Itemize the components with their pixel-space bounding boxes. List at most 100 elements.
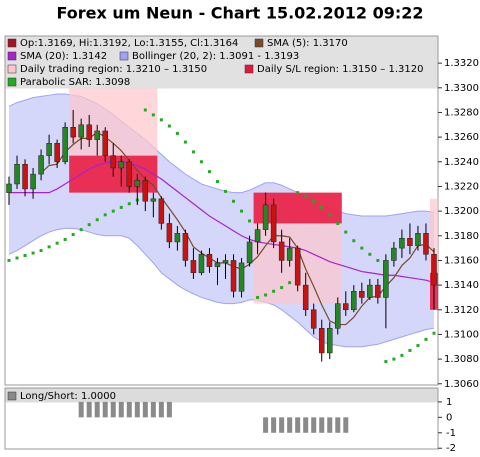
candle-body <box>166 223 173 243</box>
candle-body <box>182 233 189 261</box>
candle-body <box>423 233 429 255</box>
y-tick-label: 1.3080 <box>444 354 479 365</box>
sar-dot <box>368 252 372 256</box>
sar-dot <box>400 353 404 357</box>
legend-label: Daily trading region: 1.3210 – 1.3150 <box>20 64 207 75</box>
sar-dot <box>432 331 436 335</box>
long-short-bar <box>271 417 277 433</box>
long-short-bar <box>279 417 285 433</box>
sar-dot <box>127 202 131 206</box>
legend-swatch <box>119 51 129 61</box>
y-tick-label: 1.3220 <box>444 181 479 192</box>
candle-body <box>94 130 100 140</box>
sar-dot <box>336 221 340 225</box>
sar-dot <box>328 213 332 217</box>
candle-body <box>126 161 133 187</box>
long-short-bar <box>102 401 108 418</box>
long-short-bar <box>343 417 349 433</box>
y-tick-label: 1.3180 <box>444 231 479 242</box>
long-short-bar <box>94 401 100 418</box>
sar-dot <box>47 245 51 249</box>
candle-body <box>54 143 60 163</box>
sar-dot <box>87 223 91 227</box>
sar-dot <box>344 230 348 234</box>
y-tick-label: 1.3160 <box>444 255 479 266</box>
candle-body <box>318 328 325 354</box>
y-tick-label: 1.3300 <box>444 83 479 94</box>
sar-dot <box>183 140 187 144</box>
legend-background <box>5 36 438 89</box>
lower-legend-background <box>5 388 438 403</box>
y-tick-label: 1.3100 <box>444 329 479 340</box>
legend-swatch <box>7 64 17 74</box>
candle-body <box>286 247 293 261</box>
y-tick-label: 1.3120 <box>444 305 479 316</box>
candle-body <box>190 260 197 274</box>
candle-body <box>102 130 108 156</box>
legend-label: SMA (5): 1.3170 <box>267 38 348 49</box>
trading-region <box>429 198 438 273</box>
sar-dot <box>264 293 268 297</box>
y-tick-label: 1.3320 <box>444 58 479 69</box>
plot-content <box>6 87 438 364</box>
legend-label: Long/Short: 1.0000 <box>20 391 116 402</box>
sar-dot <box>191 150 195 154</box>
long-short-bar <box>303 417 309 433</box>
candle-body <box>262 204 269 230</box>
sar-dot <box>63 237 67 241</box>
sar-dot <box>312 199 316 203</box>
candle-body <box>294 247 301 286</box>
candle-body <box>110 155 116 169</box>
long-short-bar <box>327 417 333 433</box>
sar-dot <box>392 357 396 361</box>
sar-dot <box>143 108 147 112</box>
candle-body <box>246 241 253 264</box>
sar-dot <box>416 344 420 348</box>
y-tick-label: 1 <box>446 397 452 408</box>
candle-body <box>383 260 389 298</box>
candle-body <box>351 291 357 311</box>
candle-body <box>407 237 413 246</box>
sar-dot <box>95 218 99 222</box>
y-tick-label: 1.3060 <box>444 379 479 390</box>
sar-dot <box>111 209 115 213</box>
sar-dot <box>159 118 163 122</box>
candle-body <box>198 254 205 274</box>
long-short-bar <box>295 417 301 433</box>
y-tick-label: 1.3240 <box>444 157 479 168</box>
candle-body <box>174 233 181 243</box>
sar-dot <box>103 213 107 217</box>
long-short-bar <box>126 401 132 418</box>
y-tick-label: -1 <box>446 428 456 439</box>
candle-body <box>327 328 333 354</box>
candle-body <box>270 204 277 243</box>
long-short-bar <box>158 401 164 418</box>
sar-dot <box>23 254 27 258</box>
long-short-bar <box>78 401 84 418</box>
long-short-bar <box>134 401 140 418</box>
legend-swatch <box>7 77 17 87</box>
legend-label: Daily S/L region: 1.3150 – 1.3120 <box>257 64 423 75</box>
sar-dot <box>352 239 356 243</box>
legend-swatch <box>7 391 17 401</box>
sar-dot <box>256 295 260 299</box>
sar-dot <box>15 256 19 260</box>
sar-dot <box>360 246 364 250</box>
sar-dot <box>304 194 308 198</box>
candle-body <box>343 303 349 311</box>
legend-swatch <box>254 38 264 48</box>
sar-dot <box>215 180 219 184</box>
sar-dot <box>288 281 292 285</box>
long-short-bar <box>311 417 317 433</box>
y-tick-label: 1.3200 <box>444 206 479 217</box>
candle-body <box>22 164 28 190</box>
candle-body <box>230 260 237 292</box>
sar-dot <box>199 160 203 164</box>
candle-body <box>46 143 52 156</box>
candle-body <box>70 127 76 138</box>
y-tick-label: -2 <box>446 443 456 454</box>
long-short-bar <box>150 401 156 418</box>
y-tick-label: 0 <box>446 412 452 423</box>
candle-body <box>222 260 229 264</box>
